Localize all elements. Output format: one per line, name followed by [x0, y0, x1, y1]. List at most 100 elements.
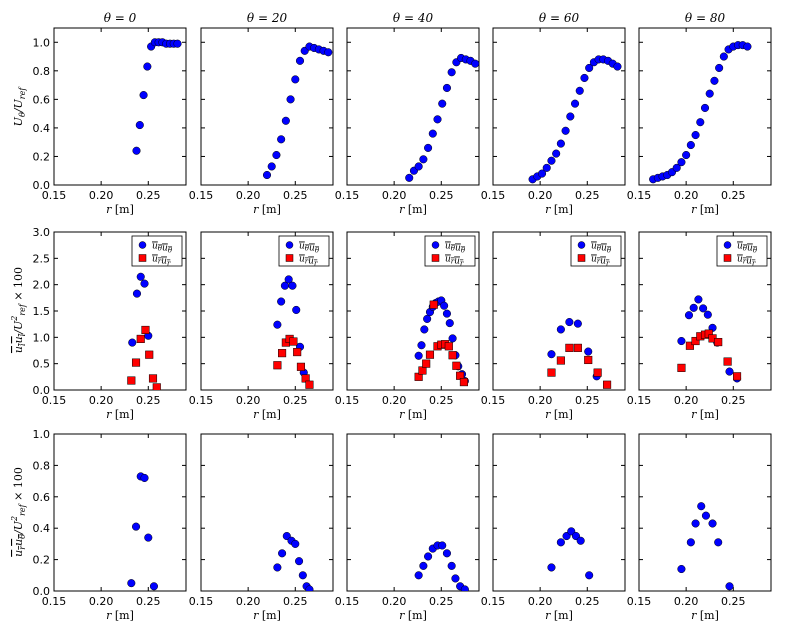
data-point-square [603, 380, 612, 389]
data-point-circle [140, 279, 149, 288]
x-tick-label: 0.25 [136, 595, 161, 608]
y-tick-label: 2.5 [33, 252, 51, 265]
panel-title: θ = 20 [247, 11, 288, 25]
data-point-circle [566, 112, 575, 121]
data-point-circle [705, 89, 714, 98]
data-point-circle [689, 303, 698, 312]
svg-text:Uθ/Uref: Uθ/Uref [12, 86, 27, 127]
x-tick-label: 0.25 [721, 394, 746, 407]
x-tick-label: 0.15 [42, 189, 67, 202]
data-point-circle [677, 564, 686, 574]
svg-text:uruθ/U2ref × 100: uruθ/U2ref × 100 [10, 467, 27, 557]
panel-15: 0.15 0.20 0.25r [m] [627, 433, 772, 622]
data-point-circle [460, 585, 469, 591]
axes-frame [53, 27, 187, 186]
data-point-circle [547, 156, 556, 165]
data-point-circle [696, 118, 705, 127]
data-point-circle [273, 320, 282, 329]
x-axis-label: r [m] [106, 408, 134, 421]
x-tick-label: 0.15 [481, 394, 506, 407]
data-point-square [278, 349, 287, 358]
data-point-circle [445, 319, 454, 328]
data-point-circle [542, 163, 551, 172]
x-tick-label: 0.25 [283, 595, 308, 608]
data-point-circle [143, 62, 152, 71]
data-point-circle [272, 150, 281, 160]
data-point-circle [127, 579, 136, 588]
y-tick-label: 1.5 [33, 305, 51, 318]
data-point-circle [743, 42, 752, 51]
x-tick-label: 0.15 [627, 394, 652, 407]
data-point-circle [149, 582, 158, 591]
panel-3: 0.15 0.20 0.25r [m] θ = 40 [335, 11, 480, 216]
data-point-circle [305, 585, 314, 591]
data-point-circle [725, 582, 734, 591]
y-tick-label: 0.0 [33, 585, 51, 598]
data-point-circle [295, 56, 305, 65]
x-axis-label: r [m] [253, 408, 281, 421]
data-point-circle [451, 574, 460, 583]
data-point-square [448, 351, 457, 360]
data-point-circle [132, 146, 141, 155]
data-point-circle [132, 289, 142, 298]
x-tick-label: 0.15 [335, 595, 360, 608]
x-axis-label: r [m] [399, 408, 427, 421]
data-point-square [293, 348, 302, 357]
y-tick-label: 0.4 [33, 522, 51, 535]
x-tick-label: 0.25 [283, 189, 308, 202]
x-tick-label: 0.20 [528, 189, 553, 202]
x-tick-label: 0.20 [89, 394, 114, 407]
data-point-circle [580, 73, 589, 83]
data-point-circle [552, 149, 561, 158]
x-tick-label: 0.25 [136, 189, 161, 202]
x-tick-label: 0.15 [481, 189, 506, 202]
panel-title: θ = 40 [393, 11, 434, 25]
data-point-square [422, 359, 431, 368]
svg-text:uiui/U2ref × 100: uiui/U2ref × 100 [10, 267, 27, 353]
legend-marker-circle [723, 241, 732, 249]
legend-marker-square [285, 254, 294, 262]
x-axis-label: r [m] [106, 609, 134, 622]
data-point-circle [433, 115, 442, 124]
data-point-square [136, 334, 145, 343]
data-point-circle [135, 121, 144, 130]
x-axis-label: r [m] [106, 203, 134, 216]
data-point-circle [691, 519, 700, 528]
y-tick-label: 0.2 [33, 554, 51, 567]
data-point-circle [561, 126, 570, 135]
x-tick-label: 0.20 [528, 394, 553, 407]
data-point-square [556, 356, 565, 365]
y-tick-label: 0.8 [33, 459, 51, 472]
data-point-circle [292, 305, 301, 314]
data-point-circle [699, 304, 708, 313]
x-tick-label: 0.20 [236, 189, 261, 202]
data-point-circle [719, 52, 728, 61]
data-point-square [127, 376, 136, 385]
data-point-square [273, 361, 282, 370]
data-point-circle [447, 561, 456, 570]
x-tick-label: 0.20 [674, 189, 699, 202]
data-point-circle [708, 519, 717, 528]
data-point-circle [556, 538, 565, 547]
data-point-circle [686, 538, 695, 547]
legend-marker-square [431, 254, 440, 262]
data-point-square [425, 350, 435, 359]
axes-frame [346, 433, 480, 592]
data-point-circle [701, 511, 710, 520]
legend-marker-circle [431, 241, 440, 249]
data-point-square [685, 341, 694, 350]
ylabel-row3: uruθ/U2ref × 100 [10, 467, 27, 557]
x-axis-label: r [m] [399, 609, 427, 622]
legend-marker-square [577, 254, 586, 262]
data-point-square [131, 358, 141, 367]
y-tick-label: 0.8 [33, 65, 51, 78]
data-point-circle [686, 140, 695, 150]
data-point-circle [725, 367, 734, 376]
y-tick-label: 0.4 [33, 122, 51, 135]
data-point-square [444, 342, 453, 351]
x-tick-label: 0.25 [575, 394, 600, 407]
